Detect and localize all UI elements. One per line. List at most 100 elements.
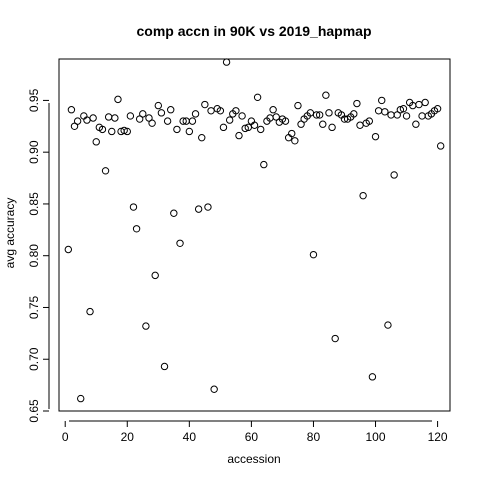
data-point <box>269 106 277 114</box>
data-point <box>331 334 339 343</box>
data-point <box>142 322 150 330</box>
data-point <box>365 117 374 125</box>
data-point <box>198 133 206 142</box>
data-point <box>101 167 110 175</box>
data-point <box>92 138 100 146</box>
data-point <box>322 91 330 99</box>
data-point <box>359 191 367 200</box>
data-point <box>325 109 333 117</box>
data-point <box>222 58 231 66</box>
x-tick-label: 40 <box>183 430 197 444</box>
data-point <box>173 125 181 134</box>
data-point <box>114 95 122 104</box>
data-point <box>67 106 76 114</box>
data-point <box>309 250 318 259</box>
data-point <box>232 107 240 115</box>
data-point <box>353 99 361 108</box>
data-point <box>219 123 228 132</box>
data-points <box>64 58 445 403</box>
x-tick-label: 120 <box>428 430 448 444</box>
data-point <box>185 127 194 136</box>
x-tick-label: 0 <box>62 430 69 444</box>
y-axis-ticks: 0.65 0.70 0.75 0.80 0.85 0.90 0.95 <box>27 88 49 423</box>
data-point <box>89 114 97 122</box>
data-point <box>241 124 249 133</box>
data-point <box>402 112 411 120</box>
data-point <box>418 112 426 120</box>
data-point <box>281 117 290 125</box>
data-point <box>104 113 113 121</box>
data-point <box>356 121 364 129</box>
data-point <box>176 239 184 247</box>
y-tick-label: 0.70 <box>27 347 41 371</box>
data-point <box>368 373 377 381</box>
data-point <box>216 107 225 115</box>
data-point <box>64 245 73 254</box>
data-point <box>294 101 302 110</box>
data-point <box>179 117 187 125</box>
data-point <box>163 117 172 125</box>
chart-title: comp accn in 90K vs 2019_hapmap <box>137 23 372 39</box>
data-point <box>120 126 128 135</box>
data-point <box>238 112 246 120</box>
y-tick-label: 0.65 <box>27 399 41 423</box>
data-point <box>225 116 234 124</box>
data-point <box>288 129 296 138</box>
plot-frame <box>58 58 451 412</box>
data-point <box>381 108 389 116</box>
data-point <box>86 307 94 316</box>
data-point <box>207 107 215 115</box>
data-point <box>312 111 321 119</box>
data-point <box>73 117 82 125</box>
data-point <box>371 132 380 141</box>
data-point <box>328 123 336 132</box>
data-point <box>378 96 386 105</box>
data-point <box>111 114 119 122</box>
y-tick-label: 0.90 <box>27 140 41 164</box>
data-point <box>390 171 398 179</box>
data-point <box>384 321 392 329</box>
data-point <box>157 109 166 117</box>
data-point <box>204 203 212 211</box>
data-point <box>160 362 169 371</box>
y-tick-label: 0.80 <box>27 244 41 268</box>
data-point <box>108 127 116 136</box>
data-point <box>374 107 383 115</box>
x-axis-label: accession <box>227 452 280 466</box>
data-point <box>154 101 163 110</box>
x-tick-label: 60 <box>245 430 259 444</box>
x-axis-ticks: 0 20 40 60 80 100 120 <box>62 421 448 444</box>
data-point <box>139 110 147 118</box>
data-point <box>350 110 358 118</box>
data-point <box>319 120 327 128</box>
data-point <box>396 106 405 114</box>
data-point <box>253 93 262 102</box>
data-point <box>201 100 209 109</box>
y-tick-label: 0.85 <box>27 192 41 216</box>
data-point <box>126 112 135 120</box>
data-point <box>291 137 299 145</box>
data-point <box>151 271 159 280</box>
data-point <box>436 142 445 150</box>
data-point <box>399 104 408 113</box>
data-point <box>123 127 131 136</box>
x-tick-label: 80 <box>307 430 321 444</box>
data-point <box>387 111 395 119</box>
y-tick-label: 0.75 <box>27 295 41 319</box>
data-point <box>315 111 324 119</box>
data-point <box>415 100 423 109</box>
data-point <box>260 160 268 169</box>
data-point <box>170 209 178 217</box>
data-point <box>235 131 243 140</box>
data-point <box>250 121 259 129</box>
x-tick-label: 100 <box>366 430 386 444</box>
data-point <box>167 106 175 114</box>
x-tick-label: 20 <box>121 430 135 444</box>
y-axis-label: avg accuracy <box>3 198 17 269</box>
data-point <box>129 203 138 211</box>
data-point <box>210 385 218 393</box>
data-point <box>132 225 141 233</box>
data-point <box>412 120 420 128</box>
